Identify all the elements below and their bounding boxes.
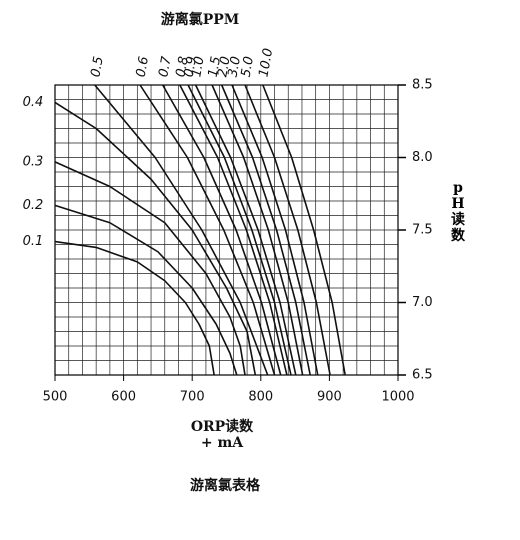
series-label: 1.5 [206,55,224,78]
curve [179,84,288,376]
curve [54,161,246,376]
curve [244,84,331,376]
series-label: 0.4 [23,95,44,110]
curve [211,84,304,376]
series-label: 10.0 [256,47,276,78]
series-label: 0.2 [23,198,44,213]
x-tick-label: 500 [43,390,68,405]
curve [54,204,238,376]
curve [194,84,297,376]
chart-title: 游离氯PPM [161,11,240,28]
y-tick-label: 7.0 [412,295,433,310]
curve [162,84,282,376]
x-axis-label: ORP读数 [191,418,254,435]
series-label: 0.1 [23,234,44,249]
series-label: 0.7 [156,55,174,79]
y-tick-label: 7.5 [412,223,433,238]
x-tick-label: 700 [180,390,205,405]
x-tick-label: 900 [317,390,342,405]
curve [94,84,269,376]
y-tick-label: 6.5 [412,368,433,383]
series-label: 5.0 [239,55,257,78]
curve [54,240,215,376]
curve [54,101,257,376]
y-axis-label: pH读数 [451,180,465,244]
series-label: 0.3 [23,154,44,169]
curve [262,84,346,376]
series-label: 0.6 [134,55,152,78]
series-label: 0.9 [182,55,200,78]
curve [231,84,319,376]
curve [187,84,292,376]
curve [139,84,276,376]
footer: 游离氯表格 [190,477,261,494]
y-tick-label: 8.5 [412,78,433,93]
series-label: 1.0 [189,55,207,78]
y-tick-label: 8.0 [412,150,433,165]
x-axis-unit: + mA [201,435,244,451]
series-label: 0.8 [173,55,191,78]
x-tick-label: 600 [111,390,136,405]
curve [220,84,311,376]
series-label: 2.0 [215,55,233,78]
x-tick-label: 800 [248,390,273,405]
series-label: 0.5 [88,55,106,78]
series-label: 3.0 [226,55,244,78]
x-tick-label: 1000 [381,390,414,405]
